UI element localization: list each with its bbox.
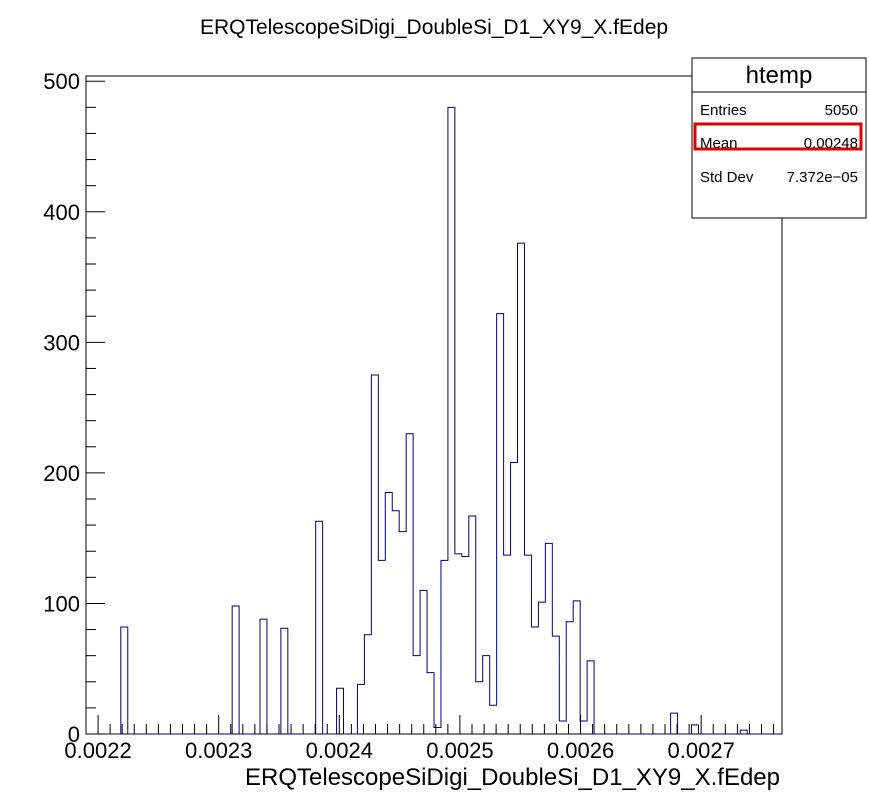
- stats-box: htemp Entries 5050 Mean 0.00248 Std Dev 7.372…: [691, 57, 867, 219]
- plot-frame: [85, 75, 783, 735]
- y-axis: 0 100 200 300 400 500: [43, 69, 105, 747]
- stats-box-title: htemp: [746, 62, 813, 89]
- chart-title: ERQTelescopeSiDigi_DoubleSi_D1_XY9_X.fEd…: [200, 16, 668, 39]
- x-axis-label: ERQTelescopeSiDigi_DoubleSi_D1_XY9_X.fEd…: [245, 764, 780, 791]
- stats-box-frame: [691, 57, 867, 219]
- stats-row-value: 5050: [825, 102, 858, 119]
- y-tick-label: 100: [43, 591, 80, 616]
- stats-row-label: Mean: [700, 135, 738, 152]
- x-tick-label: 0.0023: [185, 738, 252, 763]
- x-tick-label: 0.0024: [306, 738, 373, 763]
- y-tick-label: 400: [43, 200, 80, 225]
- stats-row-label: Entries: [700, 102, 747, 119]
- stats-row-label: Std Dev: [700, 169, 754, 186]
- y-tick-label: 0: [68, 722, 80, 747]
- mean-highlight-box: [693, 122, 863, 151]
- stats-row-value: 0.00248: [804, 135, 858, 152]
- x-axis: 0.0022 0.0023 0.0024 0.0025 0.0026 0.0027: [64, 715, 775, 763]
- y-tick-label: 200: [43, 461, 80, 486]
- x-tick-label: 0.0022: [64, 738, 131, 763]
- y-tick-label: 500: [43, 69, 80, 94]
- y-tick-label: 300: [43, 330, 80, 355]
- histogram-line: [86, 106, 782, 735]
- stats-row-value: 7.372e−05: [787, 169, 858, 186]
- x-tick-label: 0.0026: [547, 738, 614, 763]
- x-tick-label: 0.0027: [668, 738, 735, 763]
- stats-box-rows: Entries 5050 Mean 0.00248 Std Dev 7.372e−05: [693, 102, 863, 186]
- x-tick-label: 0.0025: [426, 738, 493, 763]
